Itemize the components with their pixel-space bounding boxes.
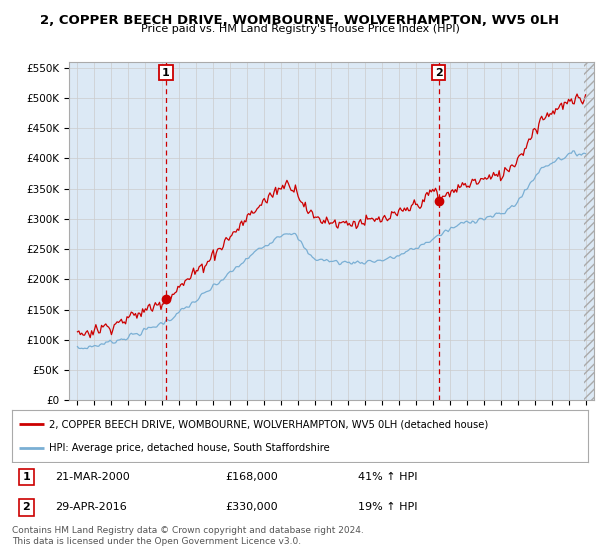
Text: 21-MAR-2000: 21-MAR-2000	[55, 472, 130, 482]
Text: HPI: Average price, detached house, South Staffordshire: HPI: Average price, detached house, Sout…	[49, 443, 330, 453]
Text: 19% ↑ HPI: 19% ↑ HPI	[358, 502, 417, 512]
Text: Price paid vs. HM Land Registry's House Price Index (HPI): Price paid vs. HM Land Registry's House …	[140, 24, 460, 34]
Text: 2: 2	[23, 502, 30, 512]
Text: Contains HM Land Registry data © Crown copyright and database right 2024.
This d: Contains HM Land Registry data © Crown c…	[12, 526, 364, 546]
Text: 41% ↑ HPI: 41% ↑ HPI	[358, 472, 417, 482]
Text: 1: 1	[23, 472, 30, 482]
Text: £168,000: £168,000	[225, 472, 278, 482]
Text: 2: 2	[435, 68, 443, 78]
Text: 2, COPPER BEECH DRIVE, WOMBOURNE, WOLVERHAMPTON, WV5 0LH (detached house): 2, COPPER BEECH DRIVE, WOMBOURNE, WOLVER…	[49, 419, 488, 430]
Text: £330,000: £330,000	[225, 502, 278, 512]
Text: 2, COPPER BEECH DRIVE, WOMBOURNE, WOLVERHAMPTON, WV5 0LH: 2, COPPER BEECH DRIVE, WOMBOURNE, WOLVER…	[40, 14, 560, 27]
Text: 29-APR-2016: 29-APR-2016	[55, 502, 127, 512]
Text: 1: 1	[162, 68, 170, 78]
